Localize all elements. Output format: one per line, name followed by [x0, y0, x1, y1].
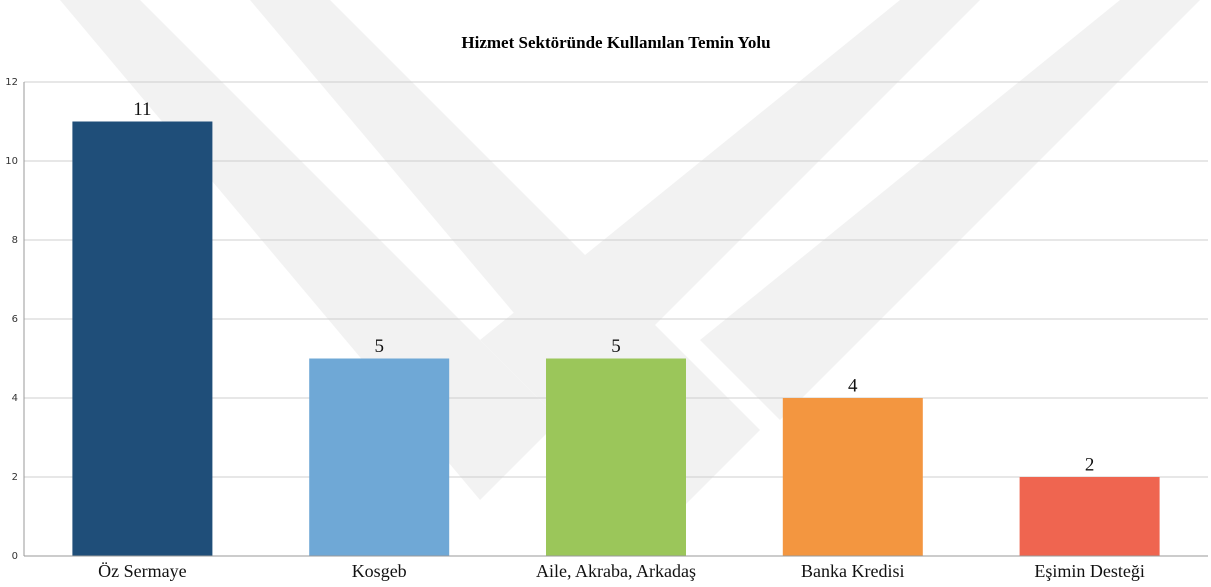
x-tick-label: Banka Kredisi — [801, 561, 904, 581]
x-tick-label: Aile, Akraba, Arkadaş — [536, 561, 696, 581]
x-tick-label: Kosgeb — [352, 561, 407, 581]
x-tick-label: Öz Sermaye — [98, 561, 186, 581]
y-tick-label: 6 — [12, 314, 18, 325]
chart-title: Hizmet Sektöründe Kullanılan Temin Yolu — [461, 33, 770, 52]
y-tick-label: 8 — [12, 235, 18, 246]
data-label: 5 — [611, 336, 621, 357]
bar — [72, 121, 213, 556]
x-tick-label: Eşimin Desteği — [1034, 561, 1145, 581]
y-tick-label: 10 — [5, 156, 18, 167]
data-label: 2 — [1085, 454, 1095, 475]
y-tick-label: 4 — [12, 393, 18, 404]
bar — [1019, 477, 1160, 556]
y-tick-label: 2 — [12, 472, 18, 483]
bar — [309, 358, 450, 556]
data-label: 4 — [848, 375, 858, 396]
y-tick-label: 12 — [5, 77, 18, 88]
data-label: 5 — [374, 336, 384, 357]
y-tick-label: 0 — [12, 551, 18, 562]
bar — [546, 358, 686, 556]
data-label: 11 — [133, 99, 151, 120]
bar — [782, 398, 923, 556]
